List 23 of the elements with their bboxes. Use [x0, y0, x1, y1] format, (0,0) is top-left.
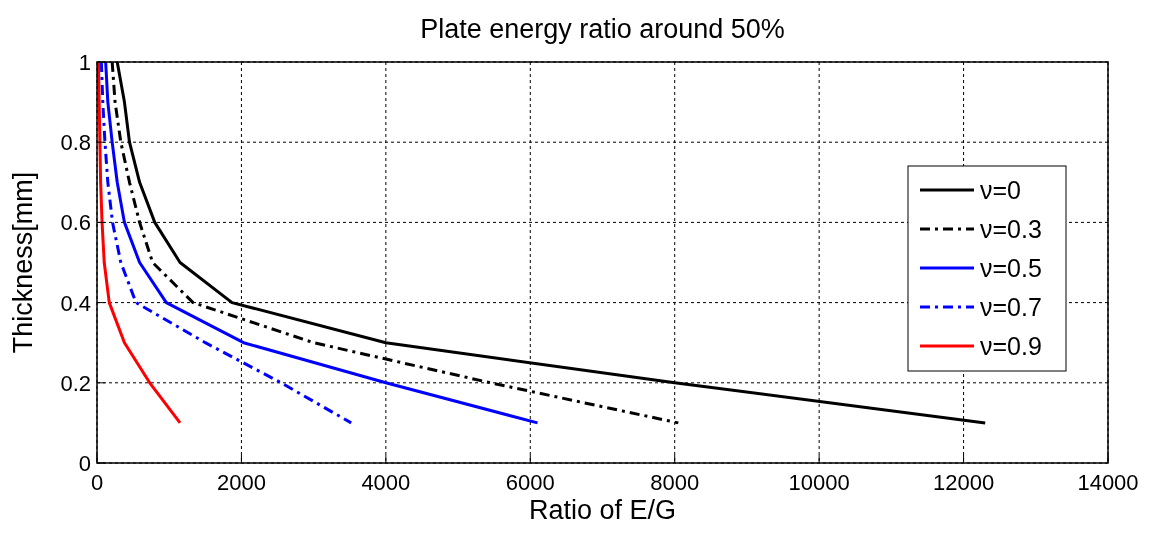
legend-label: ν=0.9: [980, 332, 1042, 360]
x-tick-label: 8000: [650, 470, 700, 495]
x-tick-label: 4000: [361, 470, 411, 495]
x-tick-label: 12000: [932, 470, 995, 495]
y-tick-label: 1: [78, 50, 91, 75]
line-series: [96, 60, 182, 425]
y-tick-label: 0: [78, 451, 91, 476]
legend-label: ν=0.3: [980, 215, 1042, 243]
x-tick-label: 2000: [216, 470, 266, 495]
x-tick-label: 14000: [1077, 470, 1139, 495]
y-tick-label: 0.6: [60, 210, 91, 236]
legend-label: ν=0: [980, 176, 1022, 204]
x-axis-title: Ratio of E/G: [528, 495, 677, 525]
y-axis-title: Thickness[mm]: [8, 171, 38, 354]
legend-label: ν=0.5: [980, 254, 1042, 282]
y-tick-label: 0.4: [60, 290, 91, 316]
line-series: [104, 60, 540, 425]
y-tick-label: 0.2: [60, 370, 91, 396]
y-tick-label: 0.8: [60, 130, 91, 156]
chart-title: Plate energy ratio around 50%: [420, 14, 785, 44]
x-tick-label: 10000: [788, 470, 850, 495]
legend-label: ν=0.7: [980, 293, 1042, 321]
x-tick-label: 6000: [505, 470, 555, 495]
